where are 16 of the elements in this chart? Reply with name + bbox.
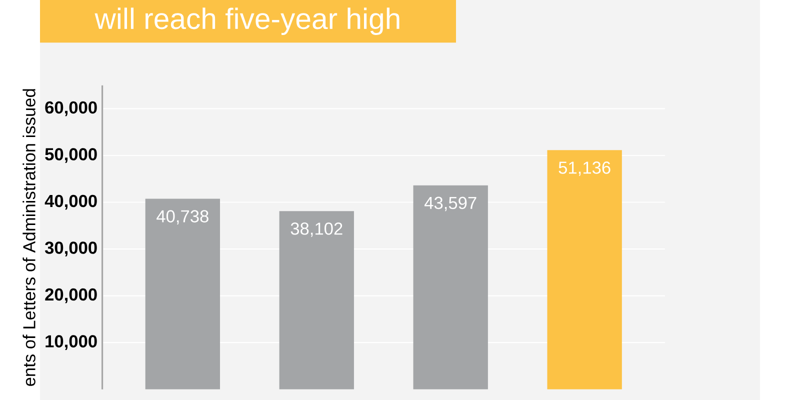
y-tick-label: 20,000 (45, 288, 97, 304)
y-tick-label: 10,000 (46, 335, 97, 350)
data-label: 40,738 (156, 210, 208, 224)
y-axis-title: ents of Letters of Administration issued (22, 89, 36, 386)
y-tick-label: 60,000 (45, 101, 97, 116)
data-label: 51,136 (558, 162, 610, 176)
data-label: 38,102 (290, 222, 342, 237)
chart-title: will reach five-year high (94, 8, 400, 35)
y-tick-label: 40,000 (44, 194, 97, 210)
y-tick-label: 50,000 (45, 148, 97, 163)
bar (145, 198, 220, 390)
y-tick-label: 30,000 (44, 242, 97, 256)
bar (547, 150, 622, 390)
bar (279, 211, 354, 390)
bar (413, 185, 488, 390)
data-label: 43,597 (424, 196, 476, 212)
